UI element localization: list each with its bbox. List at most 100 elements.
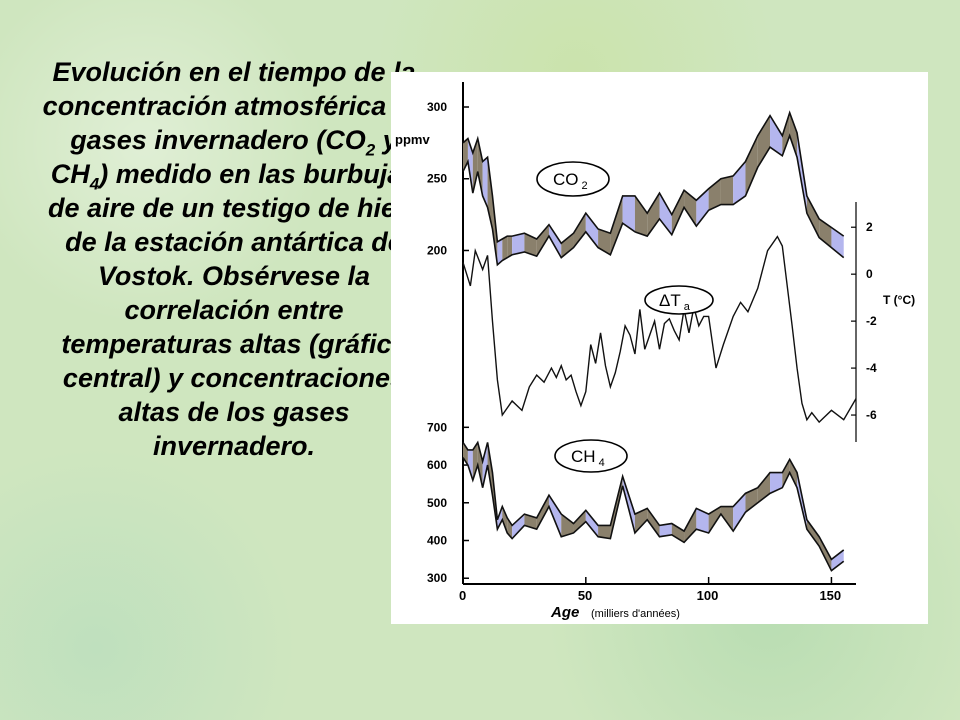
ch4-tick-label: 300: [427, 571, 447, 585]
ch4-band-segment: [585, 510, 599, 537]
co2-band-segment: [745, 135, 758, 196]
ch4-band-segment: [512, 514, 525, 539]
ch4-band-segment: [831, 549, 844, 571]
ch4-band-segment: [561, 514, 574, 537]
co2-tick-label: 250: [427, 172, 447, 186]
temperature-tick-label: -2: [866, 314, 877, 328]
ch4-band-segment: [789, 459, 798, 488]
ch4-band-segment: [598, 525, 611, 539]
ch4-band-segment: [634, 508, 648, 533]
co2-band-segment: [634, 195, 648, 237]
x-tick-label: 100: [697, 588, 719, 603]
ch4-band-segment: [573, 510, 586, 533]
co2-band-segment: [622, 195, 635, 232]
ch4-band-segment: [497, 506, 503, 530]
co2-band-segment: [770, 115, 783, 156]
ch4-lower-line: [462, 457, 845, 572]
x-axis-note: (milliers d'années): [591, 608, 680, 620]
co2-band-segment: [573, 213, 586, 248]
temperature-tick-label: -4: [866, 361, 877, 375]
co2-band-segment: [733, 161, 746, 205]
co2-band-segment: [467, 138, 473, 194]
ch4-band-segment: [720, 506, 734, 532]
co2-unit-label: ppmv: [395, 132, 430, 147]
chart-labels: ppmv T (°C) Age (milliers d'années) 2002…: [395, 100, 915, 621]
caption-subscript-4: 4: [89, 174, 100, 194]
temperature-label-oval: [644, 285, 714, 315]
ch4-band-segment: [477, 442, 483, 488]
ch4-band-segment: [524, 514, 537, 530]
temperature-tick-label: -6: [866, 408, 877, 422]
ch4-band-segment: [647, 508, 660, 537]
co2-band-segment: [782, 112, 790, 156]
co2-band-segment: [806, 195, 820, 238]
ch4-band-segment: [708, 506, 721, 533]
co2-band-segment: [497, 239, 503, 265]
co2-band-segment: [548, 224, 562, 258]
chart-plots: [462, 110, 857, 572]
ch4-band-segment: [684, 508, 697, 543]
co2-tick-label: 300: [427, 100, 447, 114]
ch4-band-segment: [487, 442, 493, 496]
ch4-band-segment: [472, 442, 478, 481]
vostok-chart: ppmv T (°C) Age (milliers d'années) 200 2…: [391, 72, 928, 624]
x-tick-label: 0: [459, 588, 466, 603]
ch4-tick-label: 500: [427, 496, 447, 510]
ch4-upper-line: [462, 440, 845, 561]
ch4-band-segment: [671, 523, 685, 543]
co2-band-segment: [524, 233, 537, 257]
ch4-band-segment: [548, 495, 562, 537]
temperature-series-label: ΔT a: [659, 291, 691, 313]
co2-band-segment: [472, 138, 478, 194]
x-tick-label: 150: [819, 588, 841, 603]
ch4-band-segment: [782, 459, 790, 488]
ch4-tick-label: 400: [427, 534, 447, 548]
ch4-band-segment: [806, 519, 820, 547]
ch4-band-segment: [482, 442, 488, 488]
ch4-tick-label: 700: [427, 420, 447, 434]
co2-lower-line: [462, 133, 845, 267]
temperature-tick-label: 2: [866, 220, 873, 234]
ch4-series-label: CH 4: [571, 447, 605, 469]
temperature-unit-label: T (°C): [883, 293, 915, 307]
ch4-label-oval: [554, 439, 628, 473]
co2-band-segment: [482, 157, 488, 208]
ch4-band-segment: [659, 523, 672, 537]
co2-band-segment: [647, 193, 660, 237]
co2-band-segment: [507, 236, 513, 258]
co2-band-segment: [671, 190, 685, 235]
temperature-tick-label: 0: [866, 267, 873, 281]
co2-band-segment: [585, 213, 599, 248]
co2-band-segment: [477, 138, 483, 196]
temperature-line: [462, 235, 857, 424]
caption-subscript-2: 2: [365, 140, 376, 160]
co2-series-label: CO 2: [553, 170, 588, 192]
ch4-band-segment: [819, 536, 832, 571]
co2-band-segment: [561, 233, 574, 258]
chart-svg: ppmv T (°C) Age (milliers d'années) 2002…: [395, 82, 915, 621]
co2-band-segment: [789, 112, 798, 158]
co2-band-segment: [757, 115, 771, 168]
caption-part-3: ) medido en las burbujas de aire de un t…: [47, 159, 421, 461]
co2-band-segment: [659, 193, 672, 235]
co2-band-segment: [684, 190, 697, 227]
co2-upper-line: [462, 110, 845, 245]
ch4-band-segment: [733, 493, 746, 532]
ch4-band-segment: [745, 487, 758, 513]
ch4-band-segment: [536, 495, 549, 530]
co2-band-segment: [720, 175, 734, 205]
caption-text: Evolución en el tiempo de la concentraci…: [40, 55, 428, 463]
co2-tick-label: 200: [427, 243, 447, 257]
caption-part-1: Evolución en el tiempo de la concentraci…: [42, 57, 426, 155]
x-axis-title: Age: [550, 604, 579, 621]
co2-band-segment: [502, 236, 508, 261]
x-tick-label: 50: [578, 588, 592, 603]
co2-band-segment: [512, 233, 525, 255]
co2-band-segment: [610, 195, 623, 255]
ch4-band-segment: [467, 449, 473, 481]
co2-label-oval: [536, 161, 610, 197]
ch4-tick-label: 600: [427, 458, 447, 472]
ch4-band-segment: [696, 508, 709, 533]
co2-band-segment: [536, 224, 549, 257]
ch4-band-segment: [502, 506, 508, 533]
